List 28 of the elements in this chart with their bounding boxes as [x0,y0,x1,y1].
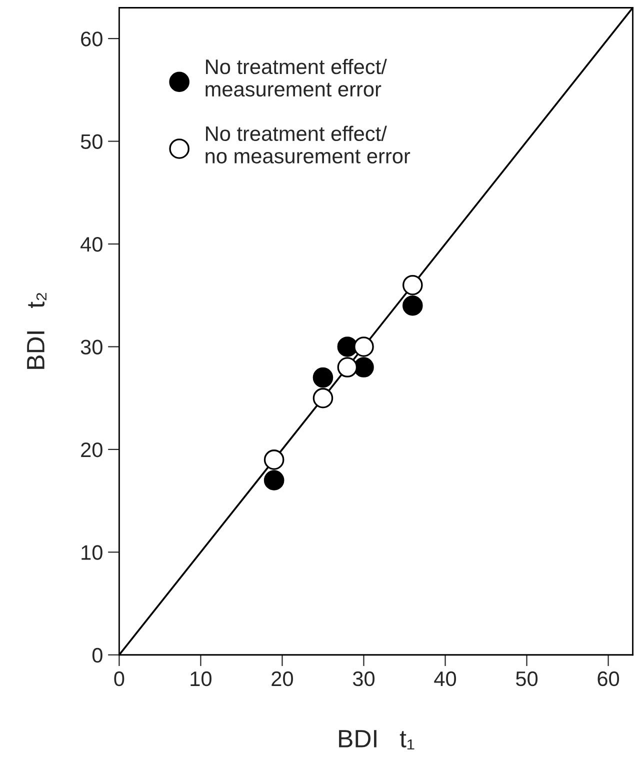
x-tick-label: 60 [598,671,620,686]
y-tick-label: 50 [80,134,102,150]
point [354,336,374,357]
x-axis-title: BDI t₁ [339,730,414,750]
point [312,388,334,408]
x-tick-label: 50 [516,671,538,686]
point [312,367,334,388]
point [354,357,374,378]
y-tick-label: 20 [81,442,102,458]
point [264,470,284,490]
point [337,336,358,357]
x-tick-label: 0 [114,671,124,686]
point [264,450,284,470]
y-tick-label: 30 [80,340,102,354]
point [402,274,423,296]
x-tick-label: 10 [190,671,212,686]
legend-label: No treatment effect/ no measurement error [206,126,410,164]
x-tick-label: 30 [352,671,375,686]
y-tick-label: 40 [80,237,102,252]
point [337,357,358,378]
y-tick-label: 0 [92,648,102,663]
x-tick-label: 40 [434,671,456,686]
y-axis-title: BDI t₂ [27,292,46,369]
legend-label: No treatment effect/ measurement error [206,58,387,97]
y-tick-label: 10 [82,545,102,560]
y-tick-label: 60 [81,32,102,46]
x-tick-label: 20 [272,671,293,686]
point [402,295,423,316]
